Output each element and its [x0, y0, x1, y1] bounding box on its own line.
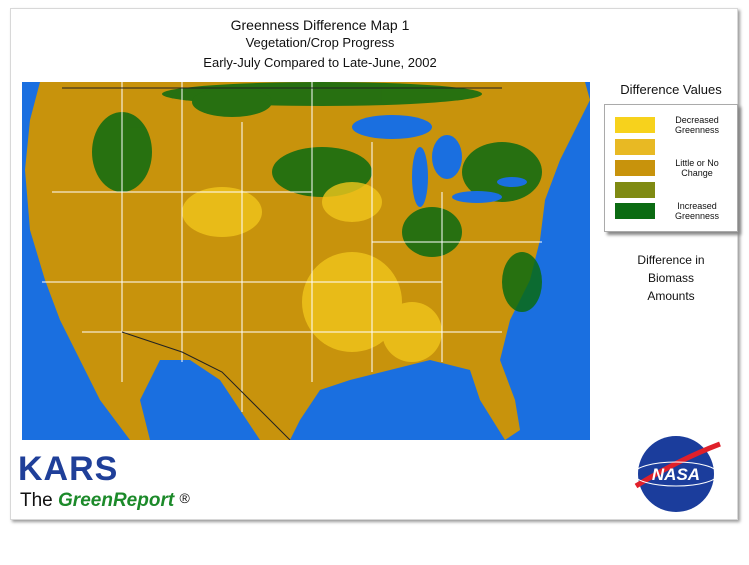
legend-label: Decreased Greenness: [674, 115, 720, 135]
greenreport-logo: The GreenReport ®: [20, 490, 190, 512]
note: Difference in Biomass Amounts: [606, 251, 736, 305]
nasa-text: NASA: [652, 465, 700, 484]
map: [22, 82, 590, 440]
legend-label: Increased Greenness: [674, 201, 720, 221]
note-line: Biomass: [647, 271, 694, 285]
note-line: Difference in: [637, 253, 705, 267]
legend-label: Little or No Change: [675, 158, 719, 178]
registered-mark: ®: [179, 490, 190, 506]
legend-swatch: [615, 203, 655, 219]
national-border: [62, 87, 502, 440]
greenreport: GreenReport: [58, 490, 175, 511]
legend-title: Difference Values: [620, 82, 722, 97]
legend-swatch: [615, 160, 655, 176]
great-lakes: [352, 115, 527, 207]
note-line: Amounts: [647, 289, 695, 303]
legend-swatch: [615, 138, 655, 155]
the: The: [20, 490, 53, 511]
kars-logo: KARS: [18, 450, 119, 488]
nasa-logo: NASA: [633, 436, 721, 512]
legend-swatch: [615, 181, 655, 198]
state-borders: [42, 82, 542, 412]
title: Greenness Difference Map 1: [230, 17, 410, 33]
legend-swatch: [615, 117, 655, 133]
legend: Decreased Greenness Little or No Change In…: [604, 104, 738, 232]
subtitle: Vegetation/Crop Progress: [245, 35, 395, 50]
subtitle: Early-July Compared to Late-June, 2002: [203, 55, 437, 70]
nasa-orbit: [633, 461, 719, 487]
